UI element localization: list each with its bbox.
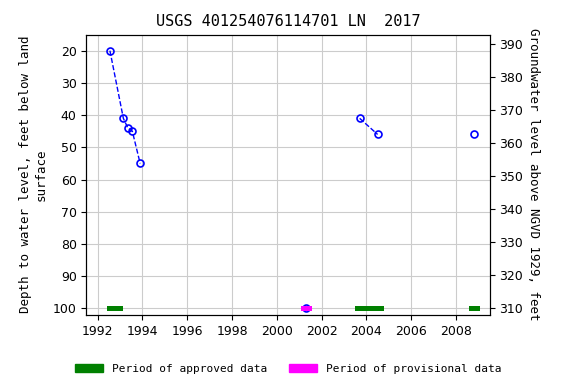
Title: USGS 401254076114701 LN  2017: USGS 401254076114701 LN 2017 bbox=[156, 14, 420, 29]
Legend: Period of approved data, Period of provisional data: Period of approved data, Period of provi… bbox=[70, 359, 506, 379]
Y-axis label: Groundwater level above NGVD 1929, feet: Groundwater level above NGVD 1929, feet bbox=[527, 28, 540, 321]
Y-axis label: Depth to water level, feet below land
surface: Depth to water level, feet below land su… bbox=[19, 36, 47, 313]
